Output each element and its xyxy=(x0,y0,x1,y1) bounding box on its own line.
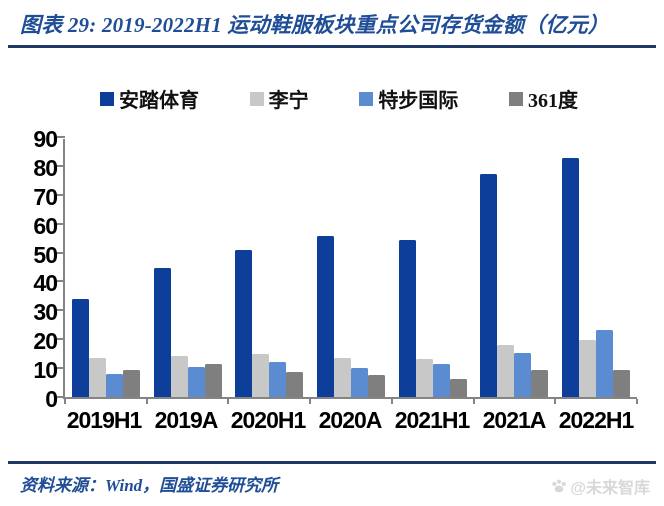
bar-group-2021A xyxy=(474,139,556,397)
bar-特步国际-2019A xyxy=(187,367,205,397)
x-axis-tick xyxy=(227,399,230,404)
title-divider-line xyxy=(8,45,656,48)
bar-group-2019A xyxy=(147,139,229,397)
y-tick-label-20: 20 xyxy=(33,328,58,355)
footer-divider-line xyxy=(8,461,656,464)
legend-label-xtep: 特步国际 xyxy=(378,90,459,112)
bar-特步国际-2019H1 xyxy=(105,373,123,397)
legend-item-lining: 李宁 xyxy=(249,84,309,113)
bar-李宁-2020A xyxy=(334,357,352,397)
bar-李宁-2021A xyxy=(497,345,515,397)
x-axis-tick xyxy=(64,399,66,404)
watermark-text: @未来智库 xyxy=(570,480,650,497)
x-tick-label-2020A: 2020A xyxy=(318,407,383,433)
bar-安踏体育-2021A xyxy=(480,173,498,397)
bar-李宁-2019H1 xyxy=(88,357,106,397)
x-tick-label-2021H1: 2021H1 xyxy=(394,407,471,433)
page-title: 图表 29: 2019-2022H1 运动鞋服板块重点公司存货金额（亿元） xyxy=(20,13,609,37)
y-tick-label-10: 10 xyxy=(33,357,58,384)
y-axis-tick xyxy=(57,396,65,398)
y-axis-tick xyxy=(57,280,65,283)
y-axis-tick xyxy=(57,338,65,341)
bar-李宁-2019A xyxy=(170,356,188,397)
legend-swatch-lining xyxy=(249,91,264,106)
legend-swatch-anta xyxy=(100,91,114,106)
bar-group-2020H1 xyxy=(228,139,310,397)
x-axis-tick xyxy=(554,399,557,404)
y-axis-tick xyxy=(57,164,65,167)
y-tick-label-50: 50 xyxy=(33,241,58,268)
bar-安踏体育-2019A xyxy=(153,267,171,397)
x-axis-tick xyxy=(472,399,475,404)
bar-group-2021H1 xyxy=(392,139,474,397)
y-axis-tick xyxy=(57,367,65,370)
y-tick-label-30: 30 xyxy=(33,299,58,326)
x-axis-tick xyxy=(390,399,393,404)
y-tick-label-80: 80 xyxy=(33,154,58,181)
bar-李宁-2020H1 xyxy=(252,353,270,397)
y-tick-label-0: 0 xyxy=(45,386,58,412)
bar-group-2020A xyxy=(310,139,392,397)
source-note: 资料来源：Wind，国盛证券研究所 xyxy=(20,476,279,495)
legend-item-xtep: 特步国际 xyxy=(359,84,458,113)
bar-安踏体育-2019H1 xyxy=(71,299,89,397)
y-axis-tick xyxy=(57,309,65,312)
plot-area xyxy=(57,136,638,404)
legend-label-anta: 安踏体育 xyxy=(119,90,199,112)
y-axis-tick xyxy=(57,136,65,138)
bar-361度-2021A xyxy=(531,370,549,397)
bar-group-2022H1 xyxy=(555,139,637,397)
bar-特步国际-2020H1 xyxy=(269,362,287,397)
x-axis-tick xyxy=(636,399,638,404)
bar-361度-2022H1 xyxy=(613,370,631,397)
bar-361度-2019A xyxy=(204,363,222,397)
bar-安踏体育-2020A xyxy=(317,236,335,397)
legend-swatch-xtep xyxy=(359,91,374,106)
x-axis-tick xyxy=(309,399,312,404)
bar-安踏体育-2021H1 xyxy=(398,239,416,397)
bar-361度-2020H1 xyxy=(286,371,304,397)
x-axis-labels: 2019H1 2019A 2020H1 2020A 2021H1 2021A 2022H1 xyxy=(63,407,637,434)
legend-item-361: 361度 xyxy=(508,84,578,113)
bar-group-2019H1 xyxy=(65,139,147,397)
bar-chart: 0 10 20 30 40 50 60 70 80 90 xyxy=(8,128,656,439)
legend-swatch-361 xyxy=(508,91,523,106)
x-tick-label-2021A: 2021A xyxy=(482,407,547,433)
y-axis-tick xyxy=(57,222,65,225)
bar-特步国际-2021A xyxy=(514,352,532,397)
bar-李宁-2022H1 xyxy=(579,339,597,397)
paw-icon xyxy=(552,479,567,493)
y-tick-label-90: 90 xyxy=(33,126,58,152)
x-tick-label-2022H1: 2022H1 xyxy=(558,407,635,433)
x-tick-label-2020H1: 2020H1 xyxy=(230,407,307,433)
y-tick-label-70: 70 xyxy=(33,183,58,210)
chart-legend: 安踏体育 李宁 特步国际 361度 xyxy=(100,84,578,113)
x-tick-label-2019H1: 2019H1 xyxy=(66,407,143,433)
bar-361度-2020A xyxy=(368,374,386,397)
y-tick-label-40: 40 xyxy=(33,270,58,297)
bar-特步国际-2021H1 xyxy=(432,364,450,397)
x-tick-label-2019A: 2019A xyxy=(154,407,219,433)
bar-安踏体育-2020H1 xyxy=(235,250,253,397)
bar-361度-2019H1 xyxy=(122,370,140,397)
y-axis-labels: 0 10 20 30 40 50 60 70 80 90 xyxy=(8,128,58,411)
y-axis-tick xyxy=(57,193,65,196)
bar-361度-2021H1 xyxy=(449,378,467,397)
bar-李宁-2021H1 xyxy=(415,358,433,397)
bar-特步国际-2020A xyxy=(351,368,369,397)
watermark: @未来智库 xyxy=(551,474,650,498)
x-axis-tick xyxy=(145,399,148,404)
bar-安踏体育-2022H1 xyxy=(562,158,580,397)
y-axis-tick xyxy=(57,251,65,254)
legend-item-anta: 安踏体育 xyxy=(100,84,199,113)
y-tick-label-60: 60 xyxy=(33,212,58,239)
legend-label-lining: 李宁 xyxy=(268,90,309,112)
legend-label-361: 361度 xyxy=(527,90,578,112)
bar-特步国际-2022H1 xyxy=(596,330,614,397)
